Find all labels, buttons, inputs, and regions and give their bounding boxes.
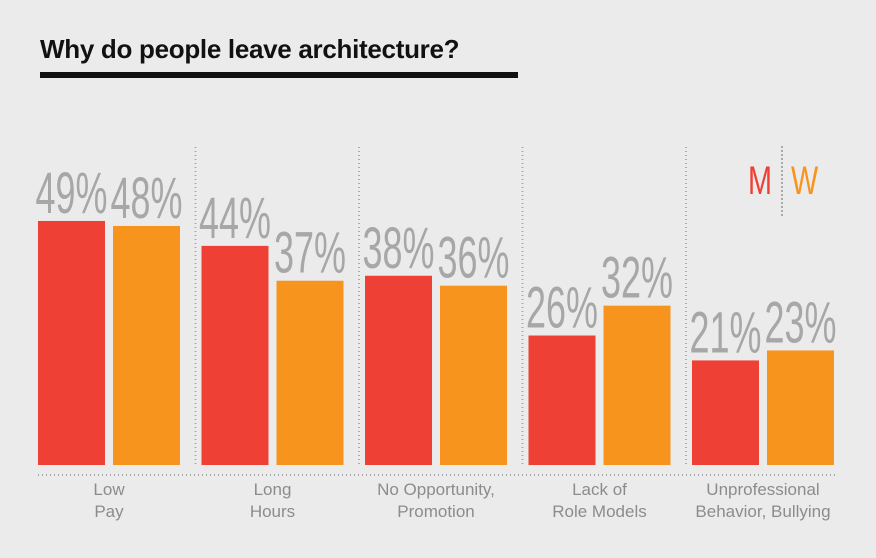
value-label: 48%: [111, 166, 183, 231]
legend-w: W: [791, 159, 819, 203]
category-label: Unprofessional: [706, 480, 819, 499]
value-label: 21%: [690, 301, 762, 366]
value-label: 37%: [274, 221, 346, 286]
value-label: 38%: [363, 216, 435, 281]
bar-w-2: [440, 285, 507, 465]
value-label: 36%: [438, 226, 510, 291]
value-label: 49%: [36, 161, 108, 226]
value-label: 44%: [199, 186, 271, 251]
bar-m-0: [38, 220, 105, 465]
category-separators: [194, 147, 687, 465]
title-underline: [40, 72, 518, 78]
category-label: Lack of: [572, 480, 627, 499]
bar-w-0: [113, 225, 180, 465]
legend: M W: [748, 146, 820, 218]
value-labels: 49% 48% 44%37% 38% 36%26% 32% 21% 23%: [36, 161, 837, 365]
value-label: 23%: [765, 291, 837, 356]
legend-separator: [781, 146, 783, 216]
legend-m: M: [748, 159, 772, 203]
bar-m-4: [692, 360, 759, 465]
chart-title: Why do people leave architecture?: [40, 34, 460, 64]
category-label: Low: [93, 480, 125, 499]
category-label: Role Models: [552, 502, 647, 521]
bar-m-3: [528, 335, 596, 465]
category-label: No Opportunity,: [377, 480, 495, 499]
bar-w-4: [767, 350, 834, 465]
category-label: Promotion: [397, 502, 474, 521]
category-label: Hours: [250, 502, 295, 521]
bar-w-3: [603, 305, 671, 465]
category-label: Long: [254, 480, 292, 499]
category-label: Pay: [94, 502, 124, 521]
value-label: 26%: [526, 276, 598, 341]
bar-w-1: [276, 280, 344, 465]
bar-m-1: [201, 245, 269, 465]
bars: [38, 220, 834, 465]
value-label: 32%: [601, 246, 673, 311]
category-label: Behavior, Bullying: [695, 502, 830, 521]
category-labels: Low Pay Long Hours No Opportunity, Promotion L…: [93, 480, 830, 521]
bar-m-2: [365, 275, 432, 465]
